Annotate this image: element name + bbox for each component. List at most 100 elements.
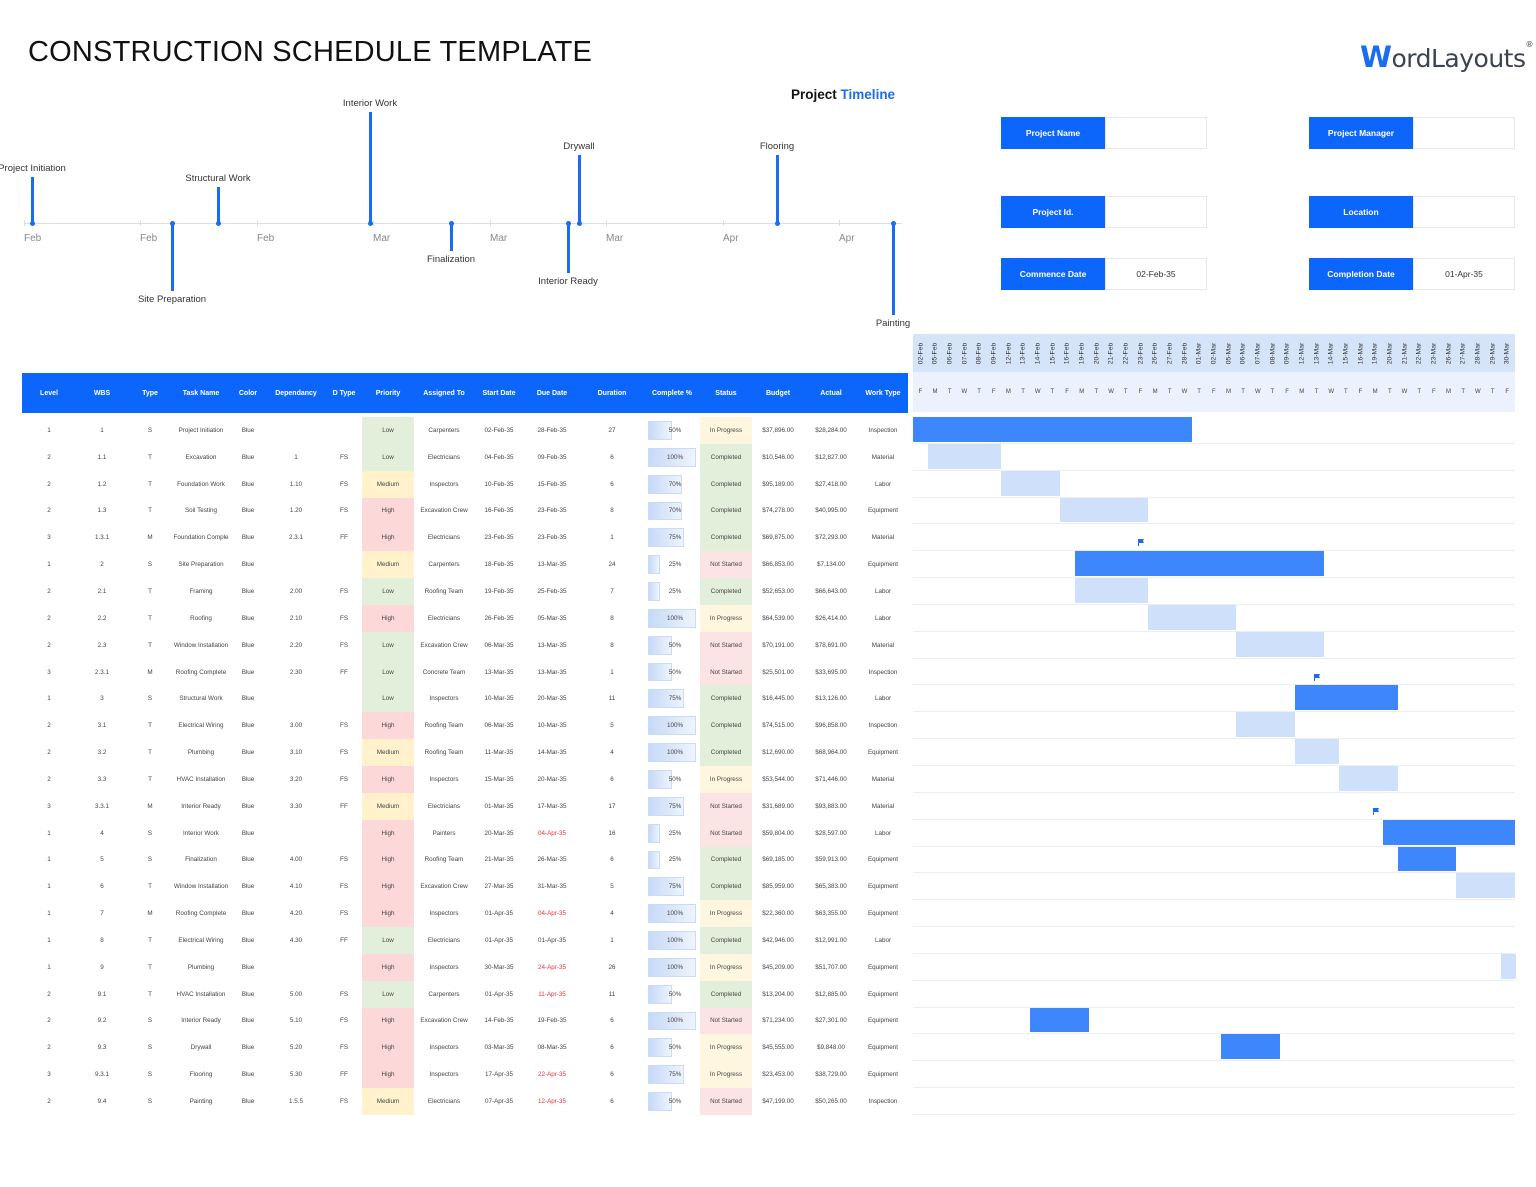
table-row[interactable]: 3 3.3.1 M Interior Ready Blue 3.30 FF Medium Ele… xyxy=(22,792,908,820)
commence-date-field[interactable]: 02-Feb-35 xyxy=(1105,258,1207,290)
cell-task[interactable]: Roofing Complete xyxy=(175,910,227,918)
cell-task[interactable]: Foundation Work xyxy=(177,480,225,488)
gantt-summary-bar[interactable] xyxy=(1221,1034,1281,1060)
gantt-task-bar[interactable] xyxy=(1501,953,1516,979)
milestone-flag-icon[interactable] xyxy=(1372,802,1379,815)
column-header-pct[interactable]: Complete % xyxy=(651,389,693,397)
table-row[interactable]: 2 1.3 T Soil Testing Blue 1.20 FS High Excavatio… xyxy=(22,497,908,525)
gantt-date-label: 21-Feb xyxy=(1107,342,1115,364)
column-header-status[interactable]: Status xyxy=(715,389,737,397)
table-row[interactable]: 1 9 T Plumbing Blue High Inspectors 30-Mar-35 24… xyxy=(22,953,908,981)
cell-task[interactable]: Site Preparation xyxy=(178,561,224,569)
table-row[interactable]: 2 2.3 T Window Installation Blue 2.20 FS Low Exc… xyxy=(22,631,908,659)
table-row[interactable]: 3 2.3.1 M Roofing Complete Blue 2.30 FF Low Conc… xyxy=(22,658,908,686)
column-header-start[interactable]: Start Date xyxy=(482,389,516,397)
column-header-level[interactable]: Level xyxy=(40,389,58,397)
table-row[interactable]: 2 2.2 T Roofing Blue 2.10 FS High Electricians 26… xyxy=(22,604,908,632)
gantt-summary-bar[interactable] xyxy=(913,417,1192,442)
cell-due: 10-Mar-35 xyxy=(537,722,567,730)
column-header-type[interactable]: Type xyxy=(142,389,158,397)
milestone-flag-icon[interactable] xyxy=(1313,668,1320,681)
cell-task[interactable]: Window Installation xyxy=(173,883,229,891)
gantt-task-bar[interactable] xyxy=(1294,739,1339,764)
gantt-summary-bar[interactable] xyxy=(1294,685,1398,711)
column-header-wbs[interactable]: WBS xyxy=(93,389,111,397)
gantt-task-bar[interactable] xyxy=(1059,497,1148,523)
column-header-worktype[interactable]: Work Type xyxy=(865,389,901,397)
cell-task[interactable]: Structural Work xyxy=(179,695,223,703)
column-header-duration[interactable]: Duration xyxy=(597,389,627,397)
table-row[interactable]: 2 3.2 T Plumbing Blue 3.10 FS Medium Roofing Tea… xyxy=(22,739,908,766)
column-header-budget[interactable]: Budget xyxy=(765,389,791,397)
cell-task[interactable]: Project Initiation xyxy=(178,426,224,434)
table-row[interactable]: 1 2 S Site Preparation Blue Medium Carpenters 1… xyxy=(22,551,908,579)
gantt-summary-bar[interactable] xyxy=(1030,1007,1090,1033)
cell-task[interactable]: Excavation xyxy=(185,453,217,461)
project-name-field[interactable] xyxy=(1105,117,1207,149)
cell-task[interactable]: HVAC Installation xyxy=(176,775,226,783)
gantt-task-bar[interactable] xyxy=(927,443,1002,469)
table-row[interactable]: 2 1.2 T Foundation Work Blue 1.10 FS Medium Insp… xyxy=(22,470,908,498)
cell-task[interactable]: Plumbing xyxy=(187,749,215,757)
column-header-actual[interactable]: Actual xyxy=(820,389,842,397)
column-header-color[interactable]: Color xyxy=(238,389,258,397)
column-header-task[interactable]: Task Name xyxy=(182,389,220,397)
cell-task[interactable]: Interior Work xyxy=(183,829,219,837)
table-row[interactable]: 3 1.3.1 M Foundation Comple Blue 2.3.1 FF High E… xyxy=(22,524,908,552)
table-row[interactable]: 2 9.2 S Interior Ready Blue 5.10 FS High Excavat… xyxy=(22,1007,908,1035)
table-row[interactable]: 1 1 S Project Initiation Blue Low Carpenters 02… xyxy=(22,417,908,444)
table-row[interactable]: 2 9.3 S Drywall Blue 5.20 FS High Inspectors 03-M… xyxy=(22,1034,908,1062)
table-row[interactable]: 2 2.1 T Framing Blue 2.00 FS Low Roofing Team 19-… xyxy=(22,578,908,605)
gantt-date-label: 08-Mar xyxy=(1268,342,1276,364)
table-row[interactable]: 1 4 S Interior Work Blue High Painters 20-Mar-3… xyxy=(22,819,908,847)
table-row[interactable]: 1 8 T Electrical Wiring Blue 4.30 FF Low Electri… xyxy=(22,927,908,954)
gantt-task-bar[interactable] xyxy=(1456,873,1515,899)
table-row[interactable]: 3 9.3.1 S Flooring Blue 5.30 FF High Inspectors 1… xyxy=(22,1061,908,1089)
milestone-flag-icon[interactable] xyxy=(1137,533,1144,547)
column-header-due[interactable]: Due Date xyxy=(536,389,568,397)
table-row[interactable]: 2 1.1 T Excavation Blue 1 FS Low Electricians 04-… xyxy=(22,443,908,471)
cell-task[interactable]: Roofing Complete xyxy=(175,668,227,676)
table-row[interactable]: 2 3.1 T Electrical Wiring Blue 3.00 FS High Roof… xyxy=(22,712,908,740)
cell-task[interactable]: Roofing xyxy=(190,614,212,622)
gantt-task-bar[interactable] xyxy=(1236,712,1295,738)
gantt-summary-bar[interactable] xyxy=(1074,551,1325,577)
column-header-priority[interactable]: Priority xyxy=(375,389,401,397)
cell-task[interactable]: Flooring xyxy=(189,1071,213,1079)
cell-task[interactable]: Interior Ready xyxy=(181,1017,221,1025)
table-row[interactable]: 1 5 S Finalization Blue 4.00 FS High Roofing Tea… xyxy=(22,846,908,874)
cell-task[interactable]: HVAC Installation xyxy=(176,990,226,998)
gantt-task-bar[interactable] xyxy=(1338,765,1398,791)
cell-task[interactable]: Finalization xyxy=(185,856,217,864)
completion-date-field[interactable]: 01-Apr-35 xyxy=(1413,258,1515,290)
table-row[interactable]: 2 9.1 T HVAC Installation Blue 5.00 FS Low Carpe… xyxy=(22,980,908,1008)
project-manager-field[interactable] xyxy=(1413,117,1515,149)
location-field[interactable] xyxy=(1413,196,1515,228)
column-header-dep[interactable]: Dependancy xyxy=(275,389,317,397)
cell-task[interactable]: Electrical Wiring xyxy=(178,936,224,944)
cell-task[interactable]: Framing xyxy=(189,587,213,595)
table-row[interactable]: 1 3 S Structural Work Blue Low Inspectors 10-Ma… xyxy=(22,685,908,713)
cell-task[interactable]: Painting xyxy=(189,1098,213,1106)
gantt-task-bar[interactable] xyxy=(1147,604,1237,630)
project-id-field[interactable] xyxy=(1105,196,1207,228)
column-header-assigned[interactable]: Assigned To xyxy=(423,389,465,397)
gantt-summary-bar[interactable] xyxy=(1382,819,1515,845)
gantt-task-bar[interactable] xyxy=(1074,578,1148,603)
cell-task[interactable]: Drywall xyxy=(190,1044,212,1052)
gantt-summary-bar[interactable] xyxy=(1397,846,1457,872)
table-row[interactable]: 1 6 T Window Installation Blue 4.10 FS High Exca… xyxy=(22,873,908,901)
cell-task[interactable]: Window Installation xyxy=(173,641,229,649)
cell-task[interactable]: Plumbing xyxy=(187,963,215,971)
gantt-task-bar[interactable] xyxy=(1236,631,1325,657)
cell-assigned: Electricians xyxy=(427,453,461,461)
cell-task[interactable]: Soil Testing xyxy=(184,507,218,515)
cell-task[interactable]: Electrical Wiring xyxy=(178,722,224,730)
cell-task[interactable]: Interior Ready xyxy=(181,802,221,810)
table-row[interactable]: 2 3.3 T HVAC Installation Blue 3.20 FS High Insp… xyxy=(22,765,908,793)
table-row[interactable]: 1 7 M Roofing Complete Blue 4.20 FS High Inspect… xyxy=(22,900,908,928)
cell-task[interactable]: Foundation Comple xyxy=(173,534,229,542)
gantt-task-bar[interactable] xyxy=(1001,470,1060,496)
column-header-dtype[interactable]: D Type xyxy=(332,389,356,397)
table-row[interactable]: 2 9.4 S Painting Blue 1.5.5 FS Medium Electricia… xyxy=(22,1088,908,1115)
